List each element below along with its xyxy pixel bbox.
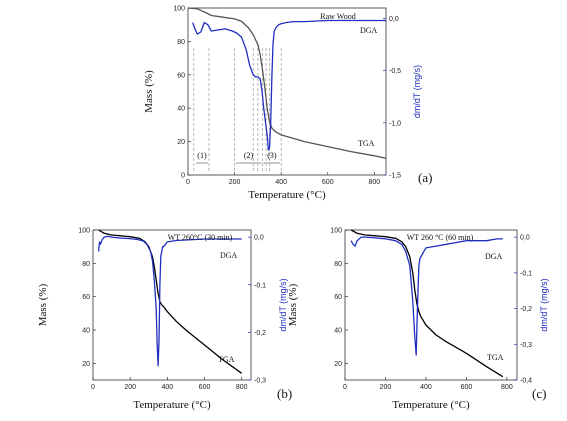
y-right-tick-label: -0,2 <box>254 330 266 337</box>
y-left-tick-label: 20 <box>177 139 185 146</box>
y-left-axis-title: Mass (%) <box>143 70 155 113</box>
y-right-tick-label: -0,3 <box>254 378 266 385</box>
x-tick-label: 0 <box>91 384 95 391</box>
y-right-tick-label: -0,4 <box>520 378 532 385</box>
series-line-dga <box>192 19 386 151</box>
x-tick-label: 0 <box>186 179 190 186</box>
plot-frame <box>92 229 252 381</box>
series-line-tga <box>98 229 243 374</box>
y-left-tick-label: 100 <box>330 228 342 235</box>
y-left-tick-label: 80 <box>177 39 185 46</box>
y-right-axis-title: dm/dT (mg/s) <box>539 278 549 331</box>
series-label-dga: DGA <box>220 251 238 260</box>
chart-annotation: WT 260 °C (60 min) <box>407 233 474 242</box>
series-line-dga <box>350 236 503 356</box>
y-left-tick-label: 60 <box>334 294 342 301</box>
x-tick-label: 400 <box>275 179 287 186</box>
x-tick-label: 200 <box>124 384 136 391</box>
panel-label: (a) <box>418 170 432 185</box>
chart-annotation: WT 260°C (30 min) <box>168 233 233 242</box>
x-tick-label: 200 <box>229 179 241 186</box>
x-tick-label: 200 <box>380 384 392 391</box>
y-right-tick-label: 0,0 <box>520 235 530 242</box>
series-label-tga: TGA <box>358 139 375 148</box>
x-tick-label: 800 <box>369 179 381 186</box>
chart-panel-b: 0 200 400 600 800 20 40 60 80 100 0,0 -0,1 -0,2 -0,3 T… <box>37 228 292 412</box>
x-tick-label: 400 <box>420 384 432 391</box>
y-left-tick-label: 80 <box>82 261 90 268</box>
y-right-tick-label: -1,5 <box>389 173 401 180</box>
series-label-dga: DGA <box>485 252 503 261</box>
x-tick-label: 800 <box>501 384 513 391</box>
y-left-tick-label: 60 <box>82 294 90 301</box>
y-left-axis-title: Mass (%) <box>37 283 49 326</box>
region-label: (3) <box>267 151 277 160</box>
y-left-tick-label: 40 <box>334 328 342 335</box>
chart-panel-c: 0 200 400 600 800 20 40 60 80 100 0,0 -0,1 -0,2 -0,3 -… <box>287 228 549 412</box>
y-left-tick-label: 20 <box>334 361 342 368</box>
y-left-tick-label: 100 <box>173 6 185 13</box>
x-axis-title: Temperature (°C) <box>133 399 211 411</box>
y-right-axis-title: dm/dT (mg/s) <box>278 278 288 331</box>
y-left-tick-label: 60 <box>177 72 185 79</box>
y-left-axis-title: Mass (%) <box>287 283 299 326</box>
x-tick-label: 600 <box>461 384 473 391</box>
y-right-tick-label: -0,3 <box>520 342 532 349</box>
x-tick-label: 600 <box>322 179 334 186</box>
y-left-tick-label: 80 <box>334 261 342 268</box>
plot-frame <box>187 7 387 176</box>
y-right-tick-label: 0,0 <box>389 16 399 23</box>
panel-label: (b) <box>277 386 292 401</box>
y-left-tick-label: 20 <box>82 361 90 368</box>
series-line-tga <box>350 229 504 378</box>
series-line-tga <box>187 7 387 159</box>
y-right-tick-label: -0,1 <box>520 270 532 277</box>
y-right-tick-label: -1,0 <box>389 120 401 127</box>
y-right-tick-label: 0,0 <box>254 235 264 242</box>
y-left-tick-label: 40 <box>177 106 185 113</box>
chart-annotation: Raw Wood <box>320 12 355 21</box>
y-right-axis-title: dm/dT (mg/s) <box>412 65 422 118</box>
y-left-tick-label: 40 <box>82 328 90 335</box>
x-tick-label: 400 <box>162 384 174 391</box>
panel-label: (c) <box>532 386 546 401</box>
series-label-dga: DGA <box>360 26 378 35</box>
y-left-tick-label: 0 <box>181 173 185 180</box>
chart-panel-a: (1) (2) (3) 0 200 400 600 800 0 20 40 60 80 100 0,0 -0,… <box>143 6 432 202</box>
x-tick-label: 0 <box>343 384 347 391</box>
series-label-tga: TGA <box>487 353 504 362</box>
region-label: (2) <box>244 151 254 160</box>
x-axis-title: Temperature (°C) <box>392 399 470 411</box>
series-line-dga <box>97 235 242 367</box>
x-tick-label: 600 <box>199 384 211 391</box>
y-right-tick-label: -0,5 <box>389 68 401 75</box>
y-right-tick-label: -0,2 <box>520 306 532 313</box>
plot-frame <box>344 229 518 381</box>
x-tick-label: 800 <box>236 384 248 391</box>
series-label-tga: TGA <box>218 355 235 364</box>
x-axis-title: Temperature (°C) <box>248 189 326 201</box>
region-label: (1) <box>197 151 207 160</box>
y-left-tick-label: 100 <box>78 228 90 235</box>
y-right-tick-label: -0,1 <box>254 282 266 289</box>
